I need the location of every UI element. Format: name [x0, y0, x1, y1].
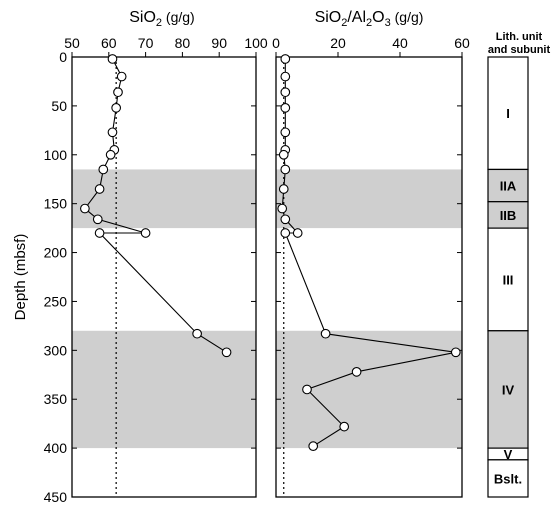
- ratio-data-point-2: [280, 87, 291, 98]
- ratio-data-point-18: [308, 441, 319, 452]
- sio2-data-point-9: [80, 203, 90, 214]
- ratio-data-point-0: [280, 54, 291, 64]
- ratio-data-point-3: [280, 102, 291, 113]
- sio2-data-point-0: [107, 54, 118, 64]
- ratio-data-point-9: [277, 203, 288, 214]
- sio2-x-tick-label-5: 100: [244, 35, 268, 51]
- sio2-data-point-14: [221, 347, 232, 358]
- sio2-y-tick-label-4: 200: [44, 245, 68, 261]
- ratio-data-point-7: [280, 164, 291, 175]
- ratio-x-tick-label-2: 40: [392, 35, 408, 51]
- lith-unit-label-0: I: [506, 106, 510, 121]
- ratio-data-point-13: [320, 328, 331, 339]
- panel-sio2-al2o3: 0 20 40 60: [272, 35, 470, 498]
- sio2-data-point-11: [140, 228, 151, 238]
- sio2-data-point-6: [105, 149, 116, 160]
- ratio-x-tick-label-3: 60: [454, 35, 470, 51]
- ratio-x-tick-label-1: 20: [330, 35, 346, 51]
- sio2-plot-frame: [71, 56, 257, 498]
- lith-unit-label-4: IV: [502, 382, 515, 397]
- ratio-data-point-16: [302, 384, 312, 395]
- sio2-data-point-8: [94, 184, 105, 194]
- sio2-x-tick-label-4: 90: [211, 35, 227, 51]
- lith-unit-label-5: V: [504, 447, 513, 462]
- ratio-data-point-6: [278, 149, 289, 160]
- sio2-x-tick-label-3: 80: [175, 35, 191, 51]
- lith-unit-3: [487, 227, 529, 332]
- ratio-x-tick-label-0: 0: [272, 35, 280, 51]
- ratio-data-point-1: [280, 71, 291, 82]
- lith-unit-label-6: Bslt.: [494, 471, 522, 486]
- sio2-y-tick-label-6: 300: [44, 342, 68, 358]
- y-axis-label: Depth (mbsf): [12, 234, 29, 321]
- sio2-x-tick-label-1: 60: [101, 35, 117, 51]
- sio2-y-tick-label-1: 50: [51, 98, 67, 114]
- sio2-data-point-3: [111, 102, 122, 113]
- sio2-y-tick-label-7: 350: [44, 391, 68, 407]
- ratio-shaded-band-0: [276, 169, 462, 229]
- sio2-x-tick-label-0: 50: [64, 35, 80, 51]
- sio2-y-tick-label-0: 0: [59, 49, 67, 65]
- sio2-y-tick-label-5: 250: [44, 293, 68, 309]
- ratio-data-point-10: [280, 214, 291, 225]
- sio2-data-point-2: [113, 87, 123, 98]
- ratio-data-point-14: [450, 347, 461, 358]
- lith-unit-6: [487, 459, 529, 498]
- sio2-x-tick-label-2: 70: [138, 35, 154, 51]
- sio2-data-point-13: [192, 328, 202, 339]
- sio2-data-point-1: [116, 71, 127, 82]
- sio2-y-tick-label-3: 150: [44, 196, 68, 212]
- lith-unit-1: [487, 168, 529, 203]
- sio2-data-point-4: [107, 127, 118, 138]
- sio2-y-tick-label-8: 400: [44, 440, 68, 456]
- sio2-data-point-7: [98, 164, 109, 175]
- sio2-data-point-12: [94, 228, 105, 238]
- sio2-shaded-band-0: [72, 169, 256, 229]
- lith-unit-label-3: III: [503, 272, 514, 287]
- lith-header-line2: and subunit: [488, 44, 551, 56]
- lith-unit-2: [487, 201, 529, 229]
- lith-unit-4: [487, 330, 529, 449]
- ratio-data-point-8: [278, 184, 289, 194]
- ratio-data-point-15: [351, 366, 362, 377]
- panel2-title: SiO2/Al2O3 (g/g): [315, 9, 424, 29]
- ratio-data-point-12: [280, 228, 291, 238]
- ratio-data-point-4: [280, 127, 291, 138]
- ratio-plot-frame: [275, 56, 463, 498]
- lith-unit-label-2: IIB: [500, 208, 517, 223]
- sio2-y-tick-label-9: 450: [44, 489, 68, 505]
- lith-unit-label-1: IIA: [500, 179, 517, 194]
- lithology-column: I IIA IIB III IV V Bslt.: [487, 56, 529, 498]
- panel1-title: SiO2 (g/g): [129, 9, 194, 29]
- lith-header-line1: Lith. unit: [496, 31, 543, 43]
- ratio-data-point-11: [292, 228, 303, 238]
- sio2-data-point-10: [92, 214, 103, 225]
- sio2-y-tick-label-2: 100: [44, 147, 68, 163]
- ratio-data-point-17: [339, 421, 350, 432]
